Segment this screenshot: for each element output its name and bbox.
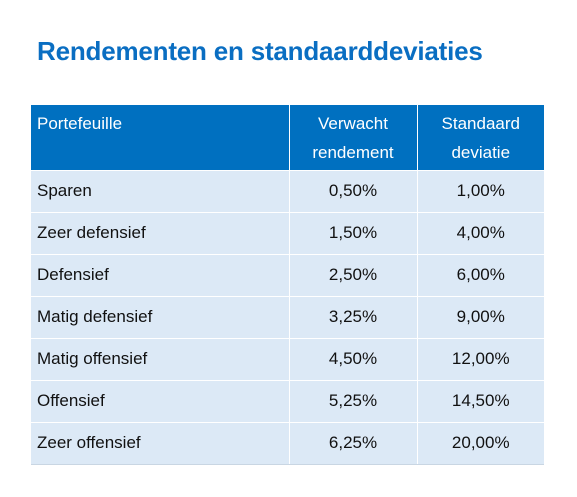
cell-rendement: 3,25% — [288, 295, 417, 338]
cell-rendement: 6,25% — [288, 421, 417, 465]
table-row: Offensief 5,25% 14,50% — [31, 379, 544, 422]
cell-deviatie: 6,00% — [416, 253, 544, 296]
cell-deviatie: 4,00% — [416, 211, 544, 254]
cell-portefeuille: Sparen — [31, 169, 289, 212]
cell-deviatie: 1,00% — [416, 169, 544, 212]
table-row: Matig offensief 4,50% 12,00% — [31, 337, 544, 380]
cell-deviatie: 12,00% — [416, 337, 544, 380]
table-row: Zeer defensief 1,50% 4,00% — [31, 211, 544, 254]
table-header-row: Portefeuille Verwacht rendement Standaar… — [31, 105, 544, 170]
cell-deviatie: 9,00% — [416, 295, 544, 338]
cell-rendement: 1,50% — [288, 211, 417, 254]
cell-portefeuille: Matig defensief — [31, 295, 289, 338]
cell-rendement: 0,50% — [288, 169, 417, 212]
cell-deviatie: 20,00% — [416, 421, 544, 465]
returns-table: Portefeuille Verwacht rendement Standaar… — [31, 105, 544, 465]
page-title: Rendementen en standaarddeviaties — [37, 36, 483, 66]
cell-portefeuille: Offensief — [31, 379, 289, 422]
table-row: Zeer offensief 6,25% 20,00% — [31, 421, 544, 465]
cell-rendement: 4,50% — [288, 337, 417, 380]
cell-rendement: 2,50% — [288, 253, 417, 296]
cell-deviatie: 14,50% — [416, 379, 544, 422]
table-row: Defensief 2,50% 6,00% — [31, 253, 544, 296]
header-standaard-deviatie: Standaard deviatie — [416, 105, 544, 170]
header-portefeuille: Portefeuille — [31, 105, 289, 170]
table-row: Sparen 0,50% 1,00% — [31, 169, 544, 212]
cell-portefeuille: Matig offensief — [31, 337, 289, 380]
table-row: Matig defensief 3,25% 9,00% — [31, 295, 544, 338]
header-verwacht-rendement: Verwacht rendement — [288, 105, 417, 170]
cell-portefeuille: Zeer defensief — [31, 211, 289, 254]
cell-portefeuille: Defensief — [31, 253, 289, 296]
cell-portefeuille: Zeer offensief — [31, 421, 289, 465]
cell-rendement: 5,25% — [288, 379, 417, 422]
